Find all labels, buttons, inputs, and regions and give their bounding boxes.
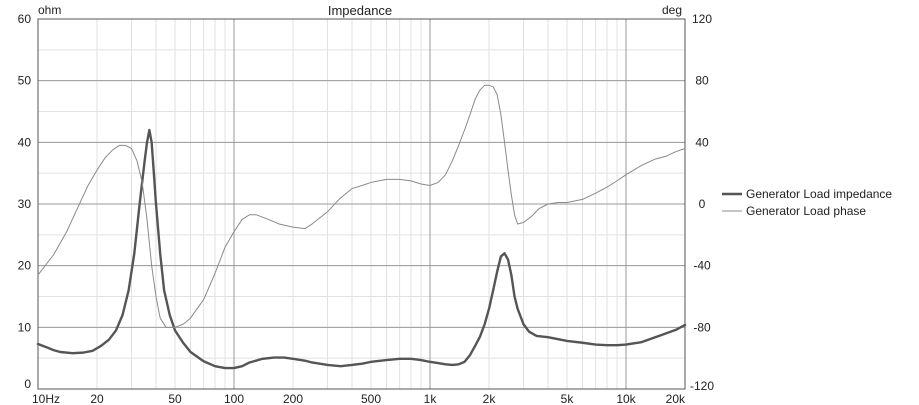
x-tick-label: 200 xyxy=(283,392,303,405)
x-tick-label: 20 xyxy=(90,392,104,405)
right-y-tick-label: -40 xyxy=(693,259,711,273)
left-y-tick-label: 40 xyxy=(18,135,32,149)
right-y-tick-label: 120 xyxy=(692,12,712,26)
x-tick-label: 10Hz xyxy=(32,392,60,405)
major-gridlines xyxy=(38,18,685,390)
series-layer xyxy=(36,84,687,370)
chart-title: Impedance xyxy=(328,3,392,18)
right-y-tick-label: -80 xyxy=(693,320,711,334)
x-tick-label: 20k xyxy=(666,392,686,405)
x-tick-label: 100 xyxy=(224,392,244,405)
left-y-tick-label: 50 xyxy=(18,74,32,88)
x-tick-label: 1k xyxy=(424,392,438,405)
left-y-tick-labels: 0 10 20 30 40 50 60 xyxy=(18,12,32,391)
legend: Generator Load impedance Generator Load … xyxy=(722,187,892,218)
left-y-tick-label: 10 xyxy=(18,320,32,334)
legend-label-impedance: Generator Load impedance xyxy=(746,187,892,201)
x-tick-label: 5k xyxy=(561,392,575,405)
x-tick-label: 50 xyxy=(168,392,182,405)
impedance-series-line xyxy=(36,128,687,370)
right-y-tick-label: 0 xyxy=(699,197,706,211)
x-tick-label: 10k xyxy=(616,392,636,405)
right-axis-unit: deg xyxy=(662,3,682,17)
plot-frame xyxy=(37,18,686,390)
x-tick-label: 500 xyxy=(361,392,381,405)
x-tick-labels: 10Hz 20 50 100 200 500 1k 2k 5k 10k 20k xyxy=(32,392,686,405)
right-y-tick-label: 80 xyxy=(695,74,709,88)
left-y-tick-label: 20 xyxy=(18,259,32,273)
right-y-tick-labels: -120 -80 -40 0 40 80 120 xyxy=(690,12,714,393)
right-y-tick-label: 40 xyxy=(695,135,709,149)
right-y-tick-label: -120 xyxy=(690,379,714,393)
legend-label-phase: Generator Load phase xyxy=(746,204,866,218)
x-tick-label: 2k xyxy=(483,392,497,405)
left-y-tick-label: 0 xyxy=(24,377,31,391)
left-y-tick-label: 30 xyxy=(18,197,32,211)
left-axis-unit: ohm xyxy=(38,3,61,17)
left-y-tick-label: 60 xyxy=(18,12,32,26)
phase-series-line xyxy=(37,84,686,328)
